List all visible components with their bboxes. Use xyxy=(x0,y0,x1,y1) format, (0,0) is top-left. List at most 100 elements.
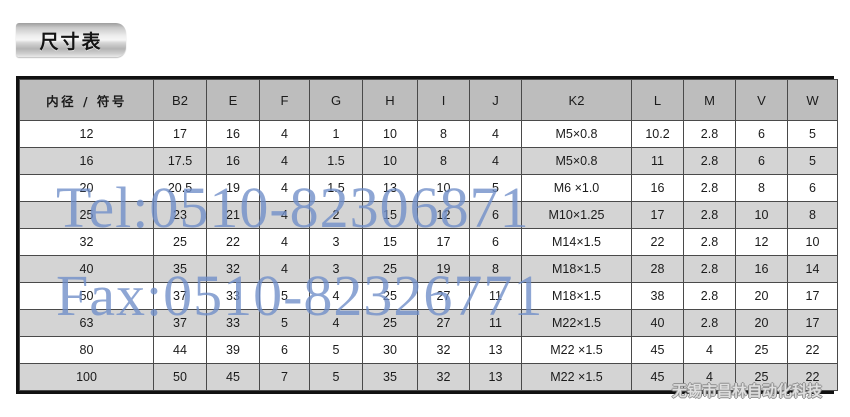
cell-w: 5 xyxy=(787,120,838,148)
column-header-k2: K2 xyxy=(521,79,632,121)
cell-v: 6 xyxy=(735,147,788,175)
cell-e: 21 xyxy=(206,201,260,229)
table-row: 16 17.5 16 4 1.5 10 8 4 M5×0.8 11 2.8 6 5 xyxy=(19,147,838,175)
column-header-l: L xyxy=(631,79,684,121)
table-row: 32 25 22 4 3 15 17 6 M14×1.5 22 2.8 12 10 xyxy=(19,228,838,256)
cell-g: 5 xyxy=(309,363,363,391)
cell-h: 30 xyxy=(362,336,418,364)
cell-m: 2.8 xyxy=(683,201,736,229)
table-row: 20 20.5 19 4 1.5 13 10 5 M6 ×1.0 16 2.8 8 6 xyxy=(19,174,838,202)
cell-w: 5 xyxy=(787,147,838,175)
table-row: 63 37 33 5 4 25 27 11 M22×1.5 40 2.8 20 17 xyxy=(19,309,838,337)
cell-f: 5 xyxy=(259,309,310,337)
cell-h: 25 xyxy=(362,309,418,337)
cell-j: 4 xyxy=(469,147,522,175)
cell-b2: 44 xyxy=(153,336,207,364)
cell-i: 32 xyxy=(417,363,470,391)
cell-j: 13 xyxy=(469,363,522,391)
cell-m: 4 xyxy=(683,363,736,391)
cell-k2: M18×1.5 xyxy=(521,255,632,283)
cell-h: 10 xyxy=(362,120,418,148)
cell-l: 17 xyxy=(631,201,684,229)
cell-e: 45 xyxy=(206,363,260,391)
cell-j: 6 xyxy=(469,201,522,229)
cell-l: 38 xyxy=(631,282,684,310)
cell-g: 1.5 xyxy=(309,147,363,175)
cell-e: 33 xyxy=(206,282,260,310)
cell-v: 20 xyxy=(735,309,788,337)
dimension-table-title-label: 尺寸表 xyxy=(39,30,103,53)
cell-name: 100 xyxy=(19,363,154,391)
cell-v: 20 xyxy=(735,282,788,310)
cell-l: 28 xyxy=(631,255,684,283)
cell-v: 6 xyxy=(735,120,788,148)
cell-j: 8 xyxy=(469,255,522,283)
cell-j: 11 xyxy=(469,309,522,337)
dimension-table: 内径 / 符号 B2 E F G H I J K2 L M V W 12 17 16 4 1 10 8 4 M5×0.8… xyxy=(19,79,838,391)
cell-e: 33 xyxy=(206,309,260,337)
table-header-row: 内径 / 符号 B2 E F G H I J K2 L M V W xyxy=(19,79,838,121)
cell-v: 10 xyxy=(735,201,788,229)
cell-g: 5 xyxy=(309,336,363,364)
cell-f: 6 xyxy=(259,336,310,364)
cell-m: 2.8 xyxy=(683,120,736,148)
cell-name: 50 xyxy=(19,282,154,310)
cell-j: 11 xyxy=(469,282,522,310)
cell-l: 11 xyxy=(631,147,684,175)
cell-name: 25 xyxy=(19,201,154,229)
cell-h: 15 xyxy=(362,201,418,229)
cell-v: 25 xyxy=(735,336,788,364)
column-header-name: 内径 / 符号 xyxy=(19,79,154,121)
cell-name: 16 xyxy=(19,147,154,175)
cell-f: 4 xyxy=(259,255,310,283)
cell-g: 1.5 xyxy=(309,174,363,202)
dimension-table-container: 内径 / 符号 B2 E F G H I J K2 L M V W 12 17 16 4 1 10 8 4 M5×0.8… xyxy=(16,76,838,394)
cell-f: 7 xyxy=(259,363,310,391)
column-header-w: W xyxy=(787,79,838,121)
cell-h: 13 xyxy=(362,174,418,202)
column-header-h: H xyxy=(362,79,418,121)
dimension-table-body: 12 17 16 4 1 10 8 4 M5×0.8 10.2 2.8 6 5 16 17.5 16 4 1.5 1… xyxy=(19,120,838,391)
cell-i: 10 xyxy=(417,174,470,202)
cell-m: 2.8 xyxy=(683,255,736,283)
cell-name: 80 xyxy=(19,336,154,364)
column-header-v: V xyxy=(735,79,788,121)
cell-i: 19 xyxy=(417,255,470,283)
cell-w: 14 xyxy=(787,255,838,283)
cell-w: 10 xyxy=(787,228,838,256)
cell-j: 6 xyxy=(469,228,522,256)
cell-j: 13 xyxy=(469,336,522,364)
cell-f: 4 xyxy=(259,120,310,148)
cell-b2: 17.5 xyxy=(153,147,207,175)
cell-i: 12 xyxy=(417,201,470,229)
column-header-b2: B2 xyxy=(153,79,207,121)
cell-h: 25 xyxy=(362,255,418,283)
cell-w: 22 xyxy=(787,336,838,364)
cell-g: 3 xyxy=(309,228,363,256)
cell-m: 2.8 xyxy=(683,309,736,337)
cell-g: 3 xyxy=(309,255,363,283)
column-header-i: I xyxy=(417,79,470,121)
cell-g: 1 xyxy=(309,120,363,148)
cell-e: 32 xyxy=(206,255,260,283)
table-row: 12 17 16 4 1 10 8 4 M5×0.8 10.2 2.8 6 5 xyxy=(19,120,838,148)
cell-w: 17 xyxy=(787,282,838,310)
cell-h: 35 xyxy=(362,363,418,391)
cell-k2: M22 ×1.5 xyxy=(521,363,632,391)
cell-j: 4 xyxy=(469,120,522,148)
column-header-j: J xyxy=(469,79,522,121)
cell-e: 39 xyxy=(206,336,260,364)
cell-g: 4 xyxy=(309,282,363,310)
column-header-m: M xyxy=(683,79,736,121)
cell-i: 8 xyxy=(417,147,470,175)
cell-e: 16 xyxy=(206,120,260,148)
cell-w: 8 xyxy=(787,201,838,229)
cell-f: 4 xyxy=(259,174,310,202)
cell-name: 40 xyxy=(19,255,154,283)
cell-w: 22 xyxy=(787,363,838,391)
table-row: 50 37 33 5 4 25 27 11 M18×1.5 38 2.8 20 17 xyxy=(19,282,838,310)
dimension-table-title-badge: 尺寸表 xyxy=(16,23,126,57)
cell-v: 16 xyxy=(735,255,788,283)
cell-e: 19 xyxy=(206,174,260,202)
cell-l: 45 xyxy=(631,336,684,364)
